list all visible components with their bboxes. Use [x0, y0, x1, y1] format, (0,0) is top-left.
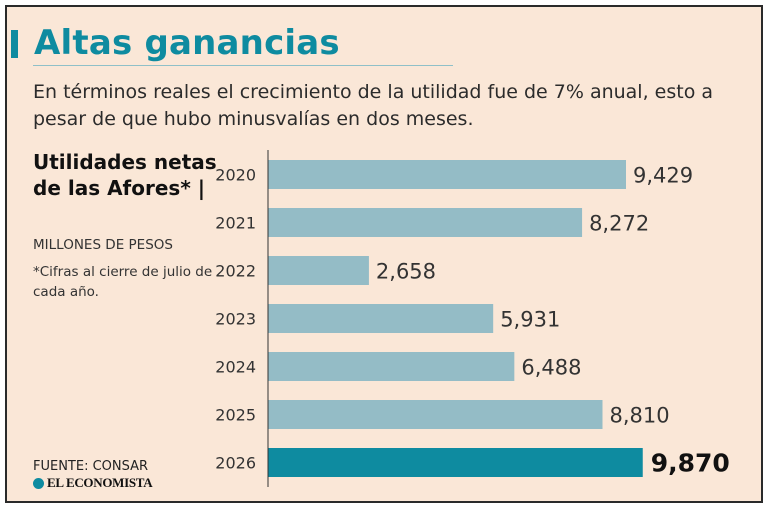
title-divider	[33, 65, 453, 66]
value-label-2025: 8,810	[609, 404, 669, 428]
page-title: Altas ganancias	[34, 23, 340, 63]
bar-2026	[268, 448, 643, 477]
units-label: MILLONES DE PESOS	[33, 237, 173, 253]
brand-logo: EL ECONOMISTA	[33, 475, 153, 491]
brand-name: EL ECONOMISTA	[47, 475, 153, 490]
infographic-frame: Altas ganancias En términos reales el cr…	[5, 5, 763, 503]
category-label-2025: 2025	[215, 406, 256, 425]
bar-2020	[268, 160, 626, 189]
value-label-2023: 5,931	[500, 308, 560, 332]
subtitle: En términos reales el crecimiento de la …	[33, 81, 714, 130]
bar-2024	[268, 352, 515, 381]
bar-2023	[268, 304, 494, 333]
bar-chart: 2020 9,429 2021 8,272 2022 2,658 2023 5,931 2024…	[215, 150, 730, 487]
category-label-2023: 2023	[215, 310, 256, 329]
category-label-2021: 2021	[215, 214, 256, 233]
value-label-2021: 8,272	[589, 212, 649, 236]
source-label: FUENTE: CONSAR	[33, 459, 149, 474]
bar-2021	[268, 208, 583, 237]
value-label-2026: 9,870	[651, 449, 730, 478]
title-accent-bar	[11, 30, 18, 58]
category-label-2020: 2020	[215, 166, 256, 185]
category-label-2022: 2022	[215, 262, 256, 281]
bar-2025	[268, 400, 603, 429]
bar-2022	[268, 256, 369, 285]
value-label-2020: 9,429	[633, 164, 693, 188]
value-label-2022: 2,658	[376, 260, 436, 284]
footnote: *Cifras al cierre de julio de cada año.	[33, 264, 213, 300]
category-label-2024: 2024	[215, 358, 256, 377]
brand-icon	[33, 477, 44, 489]
value-label-2024: 6,488	[521, 356, 581, 380]
chart-title: Utilidades netas de las Afores* |	[33, 150, 217, 200]
category-label-2026: 2026	[215, 454, 256, 473]
